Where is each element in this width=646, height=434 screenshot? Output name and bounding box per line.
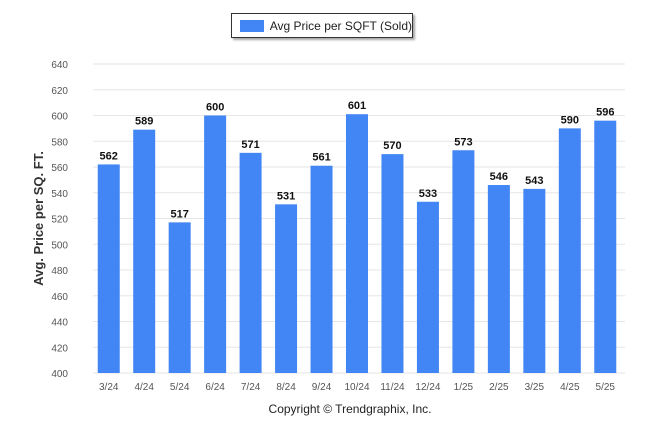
y-tick-label: 620 (51, 86, 68, 97)
x-tick-label: 4/25 (560, 382, 580, 393)
bar (558, 128, 581, 373)
bar (239, 152, 262, 373)
y-tick-label: 420 (51, 343, 68, 354)
x-tick-label: 1/25 (454, 382, 474, 393)
data-label: 573 (454, 136, 472, 148)
y-tick-label: 480 (51, 266, 68, 277)
data-label: 543 (525, 175, 543, 187)
bars (97, 114, 617, 374)
data-label: 546 (490, 171, 508, 183)
y-tick-label: 580 (51, 137, 68, 148)
bar (310, 165, 333, 373)
data-label: 517 (170, 208, 188, 220)
bar (346, 114, 368, 374)
bar (275, 204, 298, 373)
bar (168, 222, 191, 373)
data-label: 600 (206, 102, 224, 114)
y-tick-label: 640 (51, 60, 68, 71)
x-tick-label: 4/24 (134, 382, 154, 393)
x-tick-label: 3/24 (99, 382, 119, 393)
x-tick-label: 2/25 (489, 382, 509, 393)
data-label: 531 (277, 190, 295, 202)
y-tick-label: 500 (51, 240, 68, 251)
y-axis-ticks: 400 420 440 460 480 500 520 540 560 580 600 620 640 (51, 60, 68, 380)
x-tick-label: 7/24 (241, 382, 261, 393)
x-tick-label: 3/25 (525, 382, 545, 393)
y-tick-label: 440 (51, 318, 68, 329)
legend-swatch (240, 19, 264, 32)
data-label: 570 (383, 140, 401, 152)
data-label: 596 (596, 107, 614, 119)
y-axis-label: Avg. Price per SQ. FT. (31, 151, 46, 286)
data-label: 562 (100, 150, 118, 162)
copyright-text: Copyright © Trendgraphix, Inc. (268, 402, 432, 416)
data-label: 533 (419, 188, 437, 200)
y-tick-label: 600 (51, 112, 68, 123)
x-tick-label: 6/24 (205, 382, 225, 393)
x-tick-label: 8/24 (276, 382, 296, 393)
bar (452, 150, 475, 373)
bar (133, 129, 156, 373)
legend: Avg Price per SQFT (Sold) (231, 13, 413, 38)
y-tick-label: 540 (51, 189, 68, 200)
x-tick-label: 10/24 (344, 382, 369, 393)
x-tick-label: 5/25 (596, 382, 616, 393)
legend-label: Avg Price per SQFT (Sold) (269, 18, 412, 33)
bar (204, 115, 227, 373)
y-tick-label: 520 (51, 215, 68, 226)
data-label: 601 (348, 100, 366, 112)
data-label: 571 (241, 139, 259, 151)
data-label: 561 (312, 152, 330, 164)
bar (523, 188, 546, 373)
bar (594, 120, 617, 374)
y-tick-label: 400 (51, 369, 68, 380)
y-tick-label: 560 (51, 163, 68, 174)
bar (416, 201, 439, 373)
x-tick-label: 9/24 (312, 382, 332, 393)
x-tick-label: 12/24 (415, 382, 440, 393)
x-axis-ticks: 3/24 4/24 5/24 6/24 7/24 8/24 9/24 10/24 11/24 12… (99, 382, 615, 393)
data-label: 590 (561, 114, 579, 126)
x-tick-label: 5/24 (170, 382, 190, 393)
x-tick-label: 11/24 (380, 382, 405, 393)
y-tick-label: 460 (51, 292, 68, 303)
bar (381, 154, 404, 373)
data-label: 589 (135, 116, 153, 128)
bar (487, 185, 510, 373)
data-labels: 562 589 517 600 571 531 561 601 570 533 573 546 543 5… (100, 100, 615, 220)
bar (97, 164, 120, 373)
